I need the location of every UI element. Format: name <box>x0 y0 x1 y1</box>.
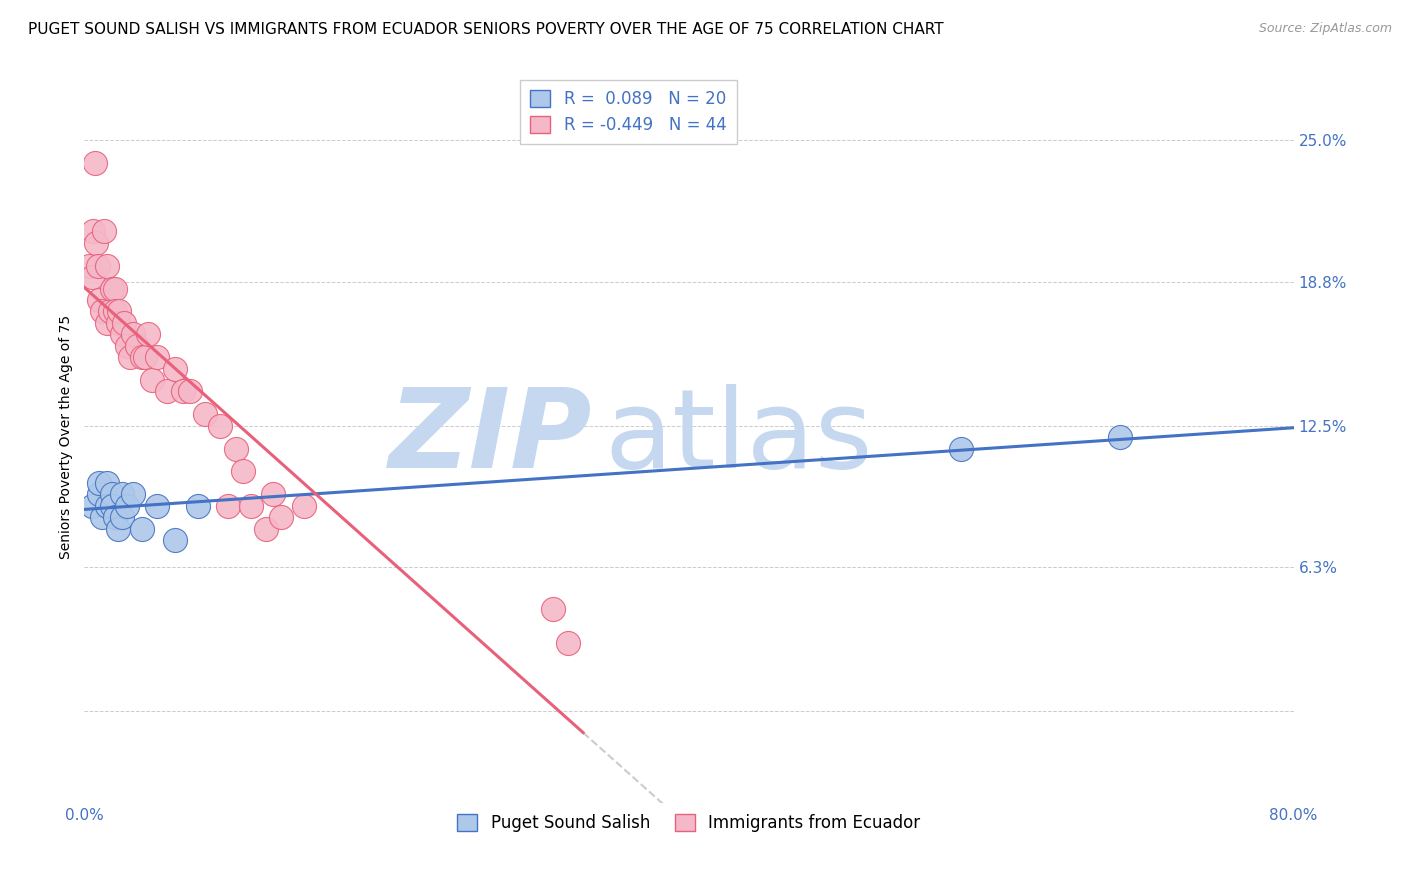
Point <box>111 510 134 524</box>
Point <box>121 487 143 501</box>
Y-axis label: Seniors Poverty Over the Age of 75: Seniors Poverty Over the Age of 75 <box>59 315 73 559</box>
Point <box>557 636 579 650</box>
Point <box>111 487 134 501</box>
Point <box>80 499 103 513</box>
Point <box>541 601 564 615</box>
Point <box>262 487 284 501</box>
Point <box>100 499 122 513</box>
Text: PUGET SOUND SALISH VS IMMIGRANTS FROM ECUADOR SENIORS POVERTY OVER THE AGE OF 75: PUGET SOUND SALISH VS IMMIGRANTS FROM EC… <box>28 22 943 37</box>
Point <box>131 521 153 535</box>
Point <box>115 499 138 513</box>
Point <box>96 316 118 330</box>
Point <box>104 304 127 318</box>
Legend: Puget Sound Salish, Immigrants from Ecuador: Puget Sound Salish, Immigrants from Ecua… <box>451 807 927 838</box>
Point <box>121 327 143 342</box>
Point <box>107 316 129 330</box>
Text: ZIP: ZIP <box>388 384 592 491</box>
Point <box>225 442 247 456</box>
Text: Source: ZipAtlas.com: Source: ZipAtlas.com <box>1258 22 1392 36</box>
Point <box>270 510 292 524</box>
Point <box>91 304 114 318</box>
Point <box>127 338 149 352</box>
Point <box>146 350 169 364</box>
Point <box>86 235 108 250</box>
Point <box>146 499 169 513</box>
Point <box>111 327 134 342</box>
Point <box>950 442 973 456</box>
Point <box>89 487 111 501</box>
Point <box>172 384 194 399</box>
Point <box>156 384 179 399</box>
Point <box>118 350 141 364</box>
Point <box>80 270 103 285</box>
Point <box>98 304 121 318</box>
Point <box>209 418 232 433</box>
Point <box>292 499 315 513</box>
Point <box>194 407 217 421</box>
Point <box>254 521 277 535</box>
Point <box>115 338 138 352</box>
Point <box>107 521 129 535</box>
Point <box>89 293 111 307</box>
Point <box>96 259 118 273</box>
Point <box>108 304 131 318</box>
Point <box>239 499 262 513</box>
Point <box>87 259 110 273</box>
Point <box>104 281 127 295</box>
Point <box>93 224 115 238</box>
Point <box>232 464 254 478</box>
Point <box>84 156 107 170</box>
Point <box>165 361 187 376</box>
Point <box>1108 430 1130 444</box>
Point <box>82 224 104 238</box>
Point <box>96 475 118 490</box>
Point <box>100 487 122 501</box>
Point <box>136 327 159 342</box>
Point <box>77 259 100 273</box>
Point <box>89 475 111 490</box>
Point <box>91 510 114 524</box>
Point <box>134 350 156 364</box>
Point <box>165 533 187 547</box>
Point <box>141 373 163 387</box>
Point <box>112 316 135 330</box>
Point <box>187 499 209 513</box>
Point <box>104 510 127 524</box>
Point <box>179 384 201 399</box>
Point <box>100 281 122 295</box>
Point <box>131 350 153 364</box>
Point <box>217 499 239 513</box>
Text: atlas: atlas <box>605 384 873 491</box>
Point <box>96 499 118 513</box>
